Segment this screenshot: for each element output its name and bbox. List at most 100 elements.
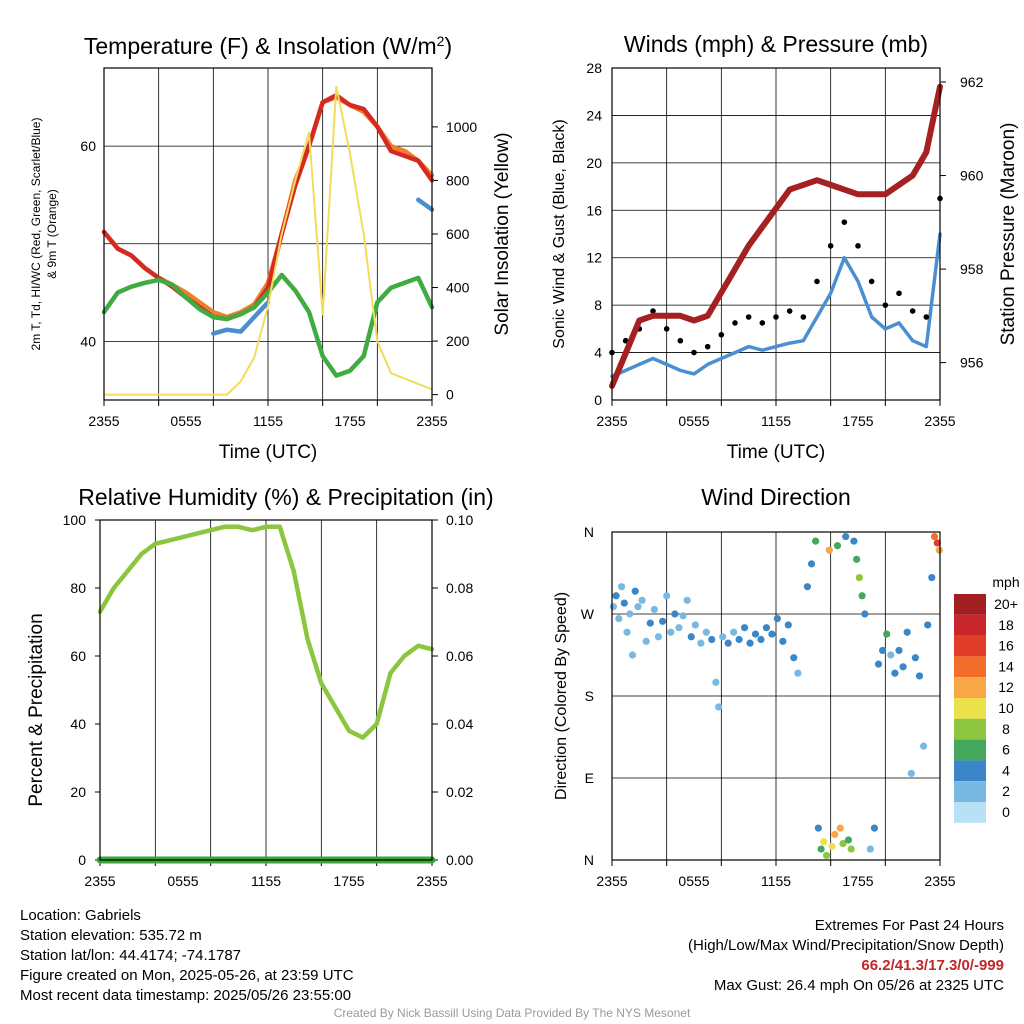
winds-x-tick-label: 2355 [596,413,627,429]
direction-point [907,769,915,778]
colorbar-label: 16 [998,638,1014,654]
temperature-y2-axis-label: Solar Insolation (Yellow) [492,132,513,335]
direction-x-tick-label: 1155 [761,873,791,889]
winds-gust-point [704,343,711,350]
direction-point [735,635,743,644]
direction-point [842,532,850,541]
humidity-x-tick-label: 0555 [167,873,198,889]
temperature-series-4 [103,85,433,396]
winds-y-axis-label: Sonic Wind & Gust (Blue, Black) [551,119,568,348]
winds-gust-point [855,243,861,249]
direction-point [779,637,787,645]
winds-gust-point [923,314,930,320]
direction-point [740,624,749,632]
direction-point [658,617,667,625]
winds-gust-point [909,308,916,314]
humidity-y2-tick-label: 0.10 [446,512,473,528]
direction-title: Wind Direction [701,484,851,510]
humidity-y2-tick-label: 0.02 [446,784,473,800]
colorbar-label: 20+ [994,596,1018,612]
winds-y-tick-label: 16 [586,202,602,218]
winds-y-tick-label: 28 [586,60,602,76]
direction-point [683,596,691,604]
direction-point [724,639,732,647]
direction-x-tick-label: 0555 [678,873,709,889]
credit-text: Created By Nick Bassill Using Data Provi… [333,1006,691,1020]
direction-point [719,633,727,641]
extremes-box: Extremes For Past 24 Hours (High/Low/Max… [688,916,1004,996]
humidity-y2-tick-label: 0.06 [446,648,473,664]
direction-y-tick-label: N [584,852,594,868]
winds-y2-tick-label: 960 [960,168,984,184]
colorbar-swatch [954,635,986,657]
direction-point [708,635,716,644]
direction-point [642,637,650,645]
direction-point [790,654,798,662]
direction-point [899,663,907,671]
direction-point [623,628,631,636]
direction-point [874,660,883,668]
direction-point [687,633,695,641]
latlon-text: Station lat/lon: 44.4174; -74.1787 [20,947,242,964]
humidity-y2-tick-label: 0.08 [446,580,473,596]
direction-point [609,603,617,611]
direction-point [915,672,924,680]
elevation-text: Station elevation: 535.72 m [20,927,202,944]
extremes-values: 66.2/41.3/17.3/0/-999 [861,957,1004,974]
colorbar-label: 4 [1002,762,1010,778]
direction-point [933,539,941,547]
direction-point [626,610,634,618]
colorbar-title: mph [992,574,1019,590]
humidity-y-axis-label: Percent & Precipitation [26,613,47,806]
humidity-title: Relative Humidity (%) & Precipitation (i… [78,484,493,510]
temperature-y2-tick-label: 0 [446,387,454,403]
colorbar-label: 8 [1002,721,1010,737]
winds-gust-point [677,337,684,344]
direction-y-tick-label: E [585,770,594,786]
winds-gust-point [814,278,820,285]
direction-point [667,628,675,636]
direction-point [911,654,920,662]
winds-gust-point [786,308,793,314]
winds-x-tick-label: 1155 [761,413,791,429]
winds-gust-point [759,320,766,326]
direction-point [870,824,879,832]
temperature-y-tick-label: 40 [80,333,96,349]
colorbar-swatch [954,802,986,823]
colorbar-swatch [954,718,986,740]
temperature-series-2 [101,272,435,378]
direction-point [825,546,833,554]
direction-point [628,651,637,659]
extremes-subheading: (High/Low/Max Wind/Precipitation/Snow De… [688,937,1004,954]
direction-point [930,532,939,541]
direction-point [746,639,754,647]
direction-point [928,573,936,582]
direction-point [866,845,874,853]
direction-y-axis-label: Direction (Colored By Speed) [553,592,570,800]
winds-gust-point [800,314,807,320]
winds-y2-tick-label: 962 [960,74,984,90]
direction-point [751,630,760,638]
temperature-x-axis-label: Time (UTC) [219,442,318,463]
winds-gust-point [745,314,752,320]
winds-x-tick-label: 0555 [678,413,709,429]
winds-title: Winds (mph) & Pressure (mb) [624,31,928,57]
winds-x-axis-label: Time (UTC) [727,442,826,463]
winds-y-tick-label: 8 [594,297,602,313]
colorbar-label: 10 [998,700,1014,716]
direction-point [631,587,639,595]
direction-point [807,560,816,568]
winds-plot-frame [611,67,941,401]
direction-point [831,830,839,839]
temperature-plot-frame [103,67,433,401]
direction-point [617,583,626,591]
direction-point [879,646,887,655]
direction-point [839,840,847,848]
humidity-y-tick-label: 80 [70,580,86,596]
direction-point [646,619,654,627]
direction-point [847,845,855,853]
direction-point [822,851,831,860]
colorbar-swatch [954,781,986,802]
winds-y-tick-label: 12 [586,250,602,266]
